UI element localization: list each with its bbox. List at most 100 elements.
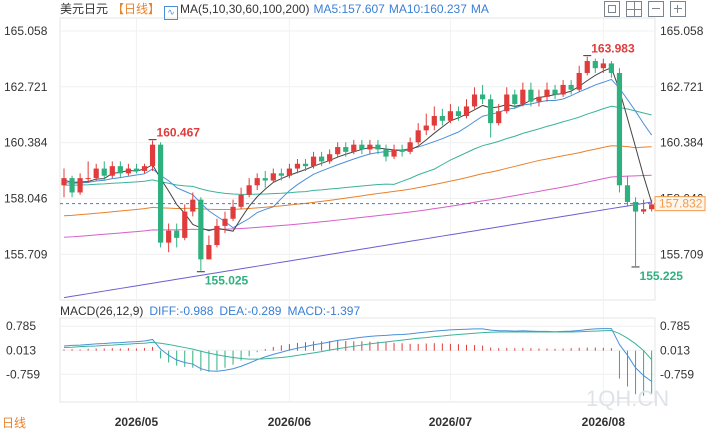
candle-body: [254, 178, 260, 186]
period-label[interactable]: 【日线】: [112, 2, 161, 16]
price-tick-right: 162.721: [660, 80, 704, 94]
x-tick-label: 2026/05: [115, 415, 159, 429]
candle-body: [649, 204, 655, 210]
candle-body: [383, 149, 389, 157]
candle-body: [504, 94, 510, 112]
toolbar-zoom-in-icon[interactable]: [670, 1, 686, 17]
candle-body: [447, 111, 453, 121]
macd-tick-left: 0.785: [6, 319, 36, 333]
price-panel-frame: [59, 17, 656, 301]
candle-body: [270, 173, 276, 181]
candle-body: [319, 156, 325, 162]
candle-body: [584, 61, 590, 73]
peak-label: 160.467: [157, 126, 201, 140]
candle-body: [294, 163, 301, 169]
candle-body: [302, 163, 309, 167]
candle-body: [391, 149, 397, 157]
macd-tick-left: -0.759: [6, 367, 40, 381]
candle-body: [488, 99, 494, 124]
candle-body: [641, 209, 647, 212]
x-tick-label: 2026/07: [429, 415, 473, 429]
trough-label: 155.025: [205, 274, 249, 288]
symbol-title: 美元日元: [60, 2, 109, 16]
candle-body: [616, 72, 623, 186]
candle-body: [133, 168, 140, 171]
candle-body: [69, 178, 75, 193]
toolbar-grid4-icon[interactable]: [626, 1, 642, 17]
candle-body: [439, 115, 445, 121]
ma5-value: MA5:157.607: [313, 2, 385, 16]
candle-body: [624, 185, 631, 203]
macd-header: MACD(26,12,9) DIFF:-0.988 DEA:-0.289 MACD:-…: [60, 302, 366, 320]
candle-body: [206, 245, 212, 260]
candle-body: [536, 96, 542, 102]
candle-body: [149, 144, 156, 167]
candle-body: [85, 178, 91, 180]
candle-body: [182, 211, 188, 238]
candle-body: [431, 115, 437, 126]
candle-body: [375, 144, 381, 150]
candle-body: [214, 225, 220, 246]
candle-body: [310, 156, 317, 167]
macd-tick-right: 0.013: [660, 343, 690, 357]
candle-body: [222, 218, 228, 226]
ma-toggle-icon[interactable]: ∿: [164, 6, 179, 20]
candle-body: [399, 149, 405, 152]
candle-body: [198, 199, 204, 260]
macd-tick-right: -0.759: [660, 367, 694, 381]
candle-body: [343, 147, 349, 152]
candle-body: [608, 63, 614, 73]
peak-label: 163.983: [591, 42, 635, 56]
toolbar-grid-icon[interactable]: [604, 1, 620, 17]
candle-body: [327, 154, 333, 162]
macd-tick-left: 0.013: [6, 343, 36, 357]
candle-body: [552, 89, 558, 95]
candle-body: [262, 178, 268, 181]
price-tick-right: 155.709: [660, 247, 704, 261]
x-tick-label: 2026/06: [268, 415, 312, 429]
price-tick-left: 155.709: [4, 247, 48, 261]
price-tick-left: 162.721: [4, 80, 48, 94]
candle-body: [335, 147, 341, 155]
price-tick-left: 165.058: [4, 24, 48, 38]
toolbar-zoom-out-icon[interactable]: [648, 1, 664, 17]
candle-body: [93, 168, 99, 179]
candle-body: [576, 72, 582, 90]
candle-body: [166, 230, 172, 243]
candle-body: [174, 230, 180, 238]
candle-body: [359, 144, 365, 150]
candle-body: [190, 199, 196, 212]
macd-diff-line: [63, 328, 652, 382]
candle-body: [463, 106, 470, 116]
trough-label: 155.225: [640, 269, 684, 283]
candle-body: [568, 84, 574, 90]
candle-body: [61, 178, 67, 186]
candle-body: [230, 206, 236, 219]
candle-body: [286, 168, 292, 176]
current-price-box: [654, 196, 706, 212]
candle-body: [528, 89, 534, 102]
candle-body: [407, 142, 413, 152]
ma200-line: [63, 201, 652, 299]
candle-body: [423, 125, 429, 131]
bottom-period-tag[interactable]: 日线: [2, 416, 27, 430]
macd-dea-value: DEA:-0.289: [219, 304, 282, 318]
candle-body: [600, 63, 606, 69]
macd-panel-frame: [59, 317, 656, 403]
watermark: 1QH.CN: [586, 386, 670, 411]
price-tick-left: 160.384: [4, 136, 48, 150]
candle-body: [544, 89, 550, 97]
candle-body: [512, 94, 518, 105]
candle-body: [455, 111, 462, 116]
candle-body: [238, 194, 244, 207]
current-price-label: 157.832: [659, 197, 703, 211]
candle-body: [520, 89, 526, 105]
candle-body: [246, 185, 252, 195]
candle-body: [278, 173, 284, 176]
candle-body: [480, 94, 486, 100]
ma100-line: [63, 174, 652, 238]
candle-body: [77, 178, 83, 193]
price-tick-right: 165.058: [660, 24, 704, 38]
price-tick-left: 158.046: [4, 192, 48, 206]
